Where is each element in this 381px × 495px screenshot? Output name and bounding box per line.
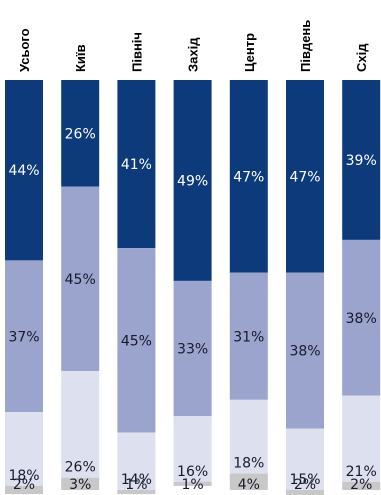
bar-segment bbox=[5, 260, 43, 413]
data-label: 18% bbox=[8, 468, 39, 484]
category-label: Схід bbox=[354, 43, 369, 72]
data-label: 47% bbox=[289, 169, 320, 185]
bar-segment bbox=[117, 490, 156, 495]
bar-segment bbox=[173, 80, 212, 281]
data-label: 26% bbox=[65, 460, 96, 476]
data-label: 2% bbox=[294, 477, 316, 493]
bar-segment bbox=[229, 80, 268, 273]
bar-segment bbox=[117, 80, 156, 249]
category-label: Усього bbox=[17, 28, 32, 72]
data-label: 26% bbox=[65, 126, 96, 142]
bar-segment bbox=[286, 80, 324, 273]
data-label: 38% bbox=[289, 344, 320, 360]
data-label: 16% bbox=[177, 464, 208, 480]
category-label: Центр bbox=[242, 33, 257, 72]
bar-segment bbox=[173, 416, 212, 482]
bar-segment bbox=[342, 395, 381, 482]
bar-segment bbox=[173, 481, 212, 486]
data-label: 1% bbox=[181, 477, 203, 493]
data-label: 44% bbox=[8, 163, 39, 179]
data-label: 1% bbox=[125, 477, 147, 493]
data-label: 21% bbox=[346, 464, 377, 480]
data-label: 33% bbox=[177, 342, 208, 358]
data-label: 37% bbox=[8, 329, 39, 345]
category-label: Київ bbox=[73, 44, 88, 72]
bar-segment bbox=[117, 248, 156, 433]
bar-segment bbox=[229, 272, 268, 400]
bar-segment bbox=[117, 432, 156, 490]
data-label: 2% bbox=[350, 477, 372, 493]
bar-segment bbox=[342, 80, 381, 240]
category-label: Північ bbox=[129, 32, 144, 72]
data-label: 18% bbox=[233, 456, 264, 472]
bar-segment bbox=[229, 473, 268, 490]
data-label: 38% bbox=[346, 311, 377, 327]
data-label: 15% bbox=[289, 472, 320, 488]
data-label: 41% bbox=[121, 157, 152, 173]
bar-segment bbox=[61, 80, 100, 187]
bar-segment bbox=[61, 186, 100, 372]
data-label: 39% bbox=[346, 153, 377, 169]
bar-segment bbox=[5, 80, 43, 261]
category-label: Захід bbox=[186, 37, 201, 72]
data-label: 2% bbox=[13, 477, 35, 493]
bar-segment bbox=[5, 485, 43, 495]
data-label: 3% bbox=[69, 477, 91, 493]
data-label: 45% bbox=[121, 333, 152, 349]
bar-segment bbox=[342, 481, 381, 490]
bar-segment bbox=[286, 272, 324, 429]
bar-segment bbox=[286, 428, 324, 490]
category-labels-layer: Усього Київ Північ Захід Центр Південь Схід bbox=[17, 20, 369, 72]
category-label: Південь bbox=[298, 20, 313, 72]
data-label: 31% bbox=[233, 329, 264, 345]
data-label: 49% bbox=[177, 173, 208, 189]
data-label: 45% bbox=[65, 272, 96, 288]
bar-segment bbox=[61, 371, 100, 478]
bar-segment bbox=[61, 477, 100, 490]
data-label: 14% bbox=[121, 472, 152, 488]
data-label: 47% bbox=[233, 169, 264, 185]
bar-segment bbox=[286, 490, 324, 495]
bar-segment bbox=[229, 399, 268, 474]
bar-segment bbox=[342, 239, 381, 396]
bar-segment bbox=[173, 280, 212, 417]
bars-layer: 44%37%18%2%26%45%26%3%41%45%14%1%49%33%1… bbox=[5, 80, 381, 495]
data-label: 4% bbox=[238, 477, 260, 493]
bar-segment bbox=[5, 412, 43, 486]
